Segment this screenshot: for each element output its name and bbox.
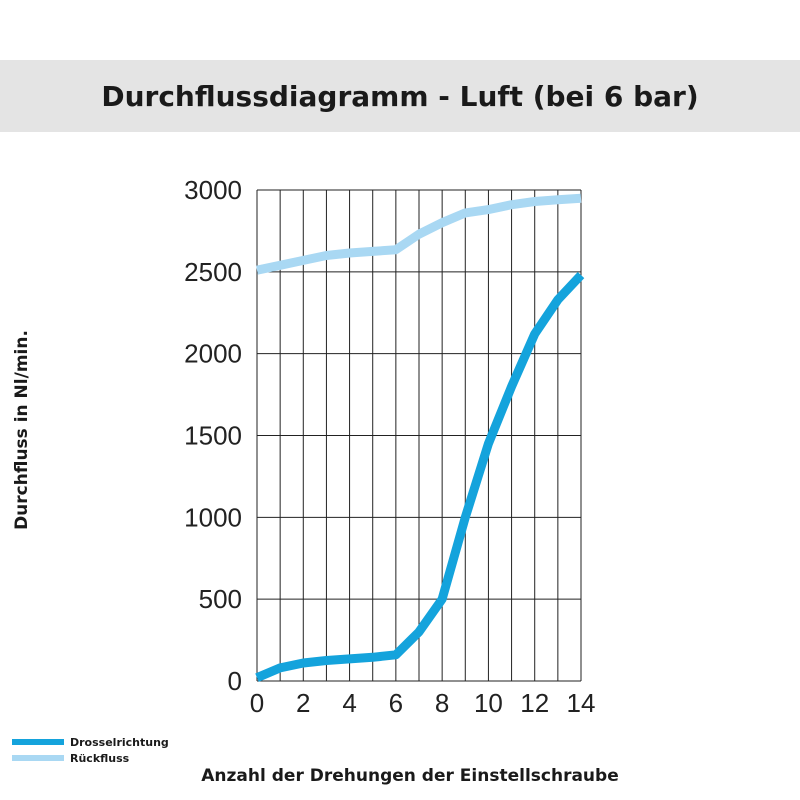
x-tick-label-2: 2	[296, 688, 310, 718]
x-tick-label-14: 14	[567, 688, 596, 718]
legend-item-drosselrichtung: Drosselrichtung	[12, 734, 169, 750]
y-tick-label-1000: 1000	[184, 502, 242, 532]
legend-swatch-rueckfluss	[12, 755, 64, 761]
series-line-drosselrichtung	[255, 272, 585, 682]
x-tick-label-4: 4	[342, 688, 356, 718]
legend-label-drosselrichtung: Drosselrichtung	[70, 735, 169, 749]
y-tick-label-500: 500	[199, 584, 242, 614]
y-tick-label-2000: 2000	[184, 339, 242, 369]
y-tick-label-3000: 3000	[184, 175, 242, 205]
chart-title: Durchflussdiagramm - Luft (bei 6 bar)	[101, 79, 699, 113]
x-tick-label-12: 12	[520, 688, 549, 718]
x-tick-label-0: 0	[250, 688, 264, 718]
legend-swatch-drosselrichtung	[12, 739, 64, 745]
series-line-rueckfluss	[256, 193, 582, 275]
y-tick-label-0: 0	[228, 666, 242, 696]
y-tick-label-2500: 2500	[184, 257, 242, 287]
y-tick-label-1500: 1500	[184, 421, 242, 451]
legend: Drosselrichtung Rückfluss	[12, 734, 169, 766]
x-tick-label-10: 10	[474, 688, 503, 718]
x-axis-label: Anzahl der Drehungen der Einstellschraub…	[201, 766, 619, 786]
legend-item-rueckfluss: Rückfluss	[12, 750, 169, 766]
x-tick-label-8: 8	[435, 688, 449, 718]
title-band: Durchflussdiagramm - Luft (bei 6 bar)	[0, 60, 800, 132]
y-axis-label: Durchfluss in Nl/min.	[12, 330, 32, 530]
legend-label-rueckfluss: Rückfluss	[70, 751, 130, 765]
x-tick-label-6: 6	[389, 688, 403, 718]
